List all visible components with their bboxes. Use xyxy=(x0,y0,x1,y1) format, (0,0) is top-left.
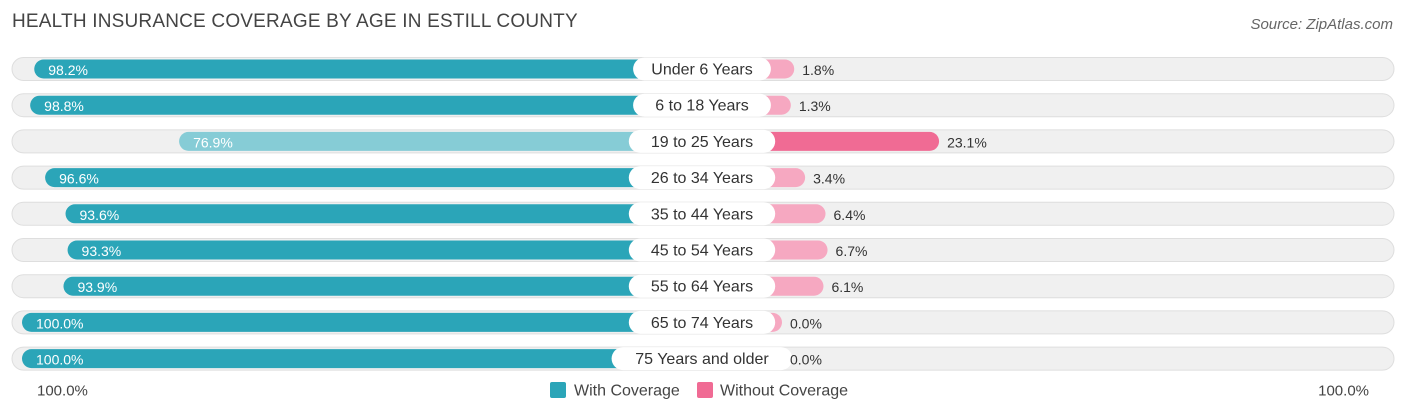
without-coverage-value: 6.7% xyxy=(836,243,868,259)
legend-without-coverage-label: Without Coverage xyxy=(720,383,848,400)
with-coverage-value: 100.0% xyxy=(36,352,83,368)
category-label-pill xyxy=(628,310,776,334)
legend-with-coverage-swatch xyxy=(550,382,566,398)
with-coverage-value: 98.8% xyxy=(44,98,84,114)
category-label-pill xyxy=(611,347,793,371)
with-coverage-bar xyxy=(45,168,703,188)
category-label-pill xyxy=(633,57,771,81)
chart-source: Source: ZipAtlas.com xyxy=(1250,16,1393,33)
without-coverage-value: 23.1% xyxy=(947,134,987,150)
without-coverage-value: 3.4% xyxy=(813,171,845,187)
legend-with-coverage-label: With Coverage xyxy=(574,383,680,400)
with-coverage-bar xyxy=(30,95,703,115)
category-label: Under 6 Years xyxy=(651,62,752,79)
without-coverage-value: 0.0% xyxy=(790,315,822,331)
category-label-pill xyxy=(633,93,771,117)
without-coverage-value: 1.8% xyxy=(802,62,834,78)
with-coverage-bar xyxy=(34,59,703,79)
category-label-pill xyxy=(628,274,776,298)
category-label: 19 to 25 Years xyxy=(651,134,753,151)
category-label-pill xyxy=(628,238,776,262)
with-coverage-bar xyxy=(63,276,703,296)
category-label: 6 to 18 Years xyxy=(655,98,748,115)
with-coverage-bar xyxy=(179,131,702,151)
without-coverage-value: 6.1% xyxy=(831,279,863,295)
category-label: 55 to 64 Years xyxy=(651,279,753,296)
with-coverage-bar xyxy=(22,312,702,332)
with-coverage-value: 93.6% xyxy=(80,207,120,223)
category-label: 75 Years and older xyxy=(635,351,769,368)
with-coverage-value: 93.9% xyxy=(77,279,117,295)
without-coverage-value: 1.3% xyxy=(799,98,831,114)
with-coverage-value: 98.2% xyxy=(48,62,88,78)
category-label-pill xyxy=(628,129,776,153)
chart-title: HEALTH INSURANCE COVERAGE BY AGE IN ESTI… xyxy=(12,11,578,32)
with-coverage-value: 96.6% xyxy=(59,171,99,187)
with-coverage-value: 76.9% xyxy=(193,134,233,150)
with-coverage-bar xyxy=(22,349,702,369)
with-coverage-value: 93.3% xyxy=(82,243,122,259)
category-label: 35 to 44 Years xyxy=(651,206,753,223)
with-coverage-value: 100.0% xyxy=(36,315,83,331)
legend-without-coverage-swatch xyxy=(697,382,713,398)
without-coverage-value: 6.4% xyxy=(834,207,866,223)
category-label: 45 to 54 Years xyxy=(651,243,753,260)
axis-left-label: 100.0% xyxy=(37,383,88,400)
axis-right-label: 100.0% xyxy=(1318,383,1369,400)
category-label-pill xyxy=(628,202,776,226)
category-label: 65 to 74 Years xyxy=(651,315,753,332)
category-label-pill xyxy=(628,166,776,190)
with-coverage-bar xyxy=(67,240,702,260)
without-coverage-value: 0.0% xyxy=(790,352,822,368)
category-label: 26 to 34 Years xyxy=(651,170,753,187)
with-coverage-bar xyxy=(65,204,702,224)
